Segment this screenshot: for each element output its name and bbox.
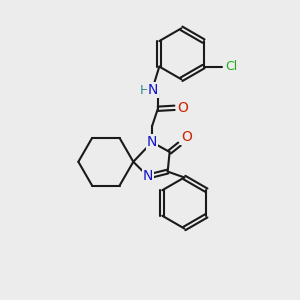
Text: O: O xyxy=(181,130,192,144)
Text: H: H xyxy=(140,84,149,97)
Text: O: O xyxy=(177,101,188,115)
Text: N: N xyxy=(147,135,157,149)
Text: N: N xyxy=(148,83,158,97)
Text: N: N xyxy=(143,169,153,184)
Text: Cl: Cl xyxy=(225,60,237,73)
